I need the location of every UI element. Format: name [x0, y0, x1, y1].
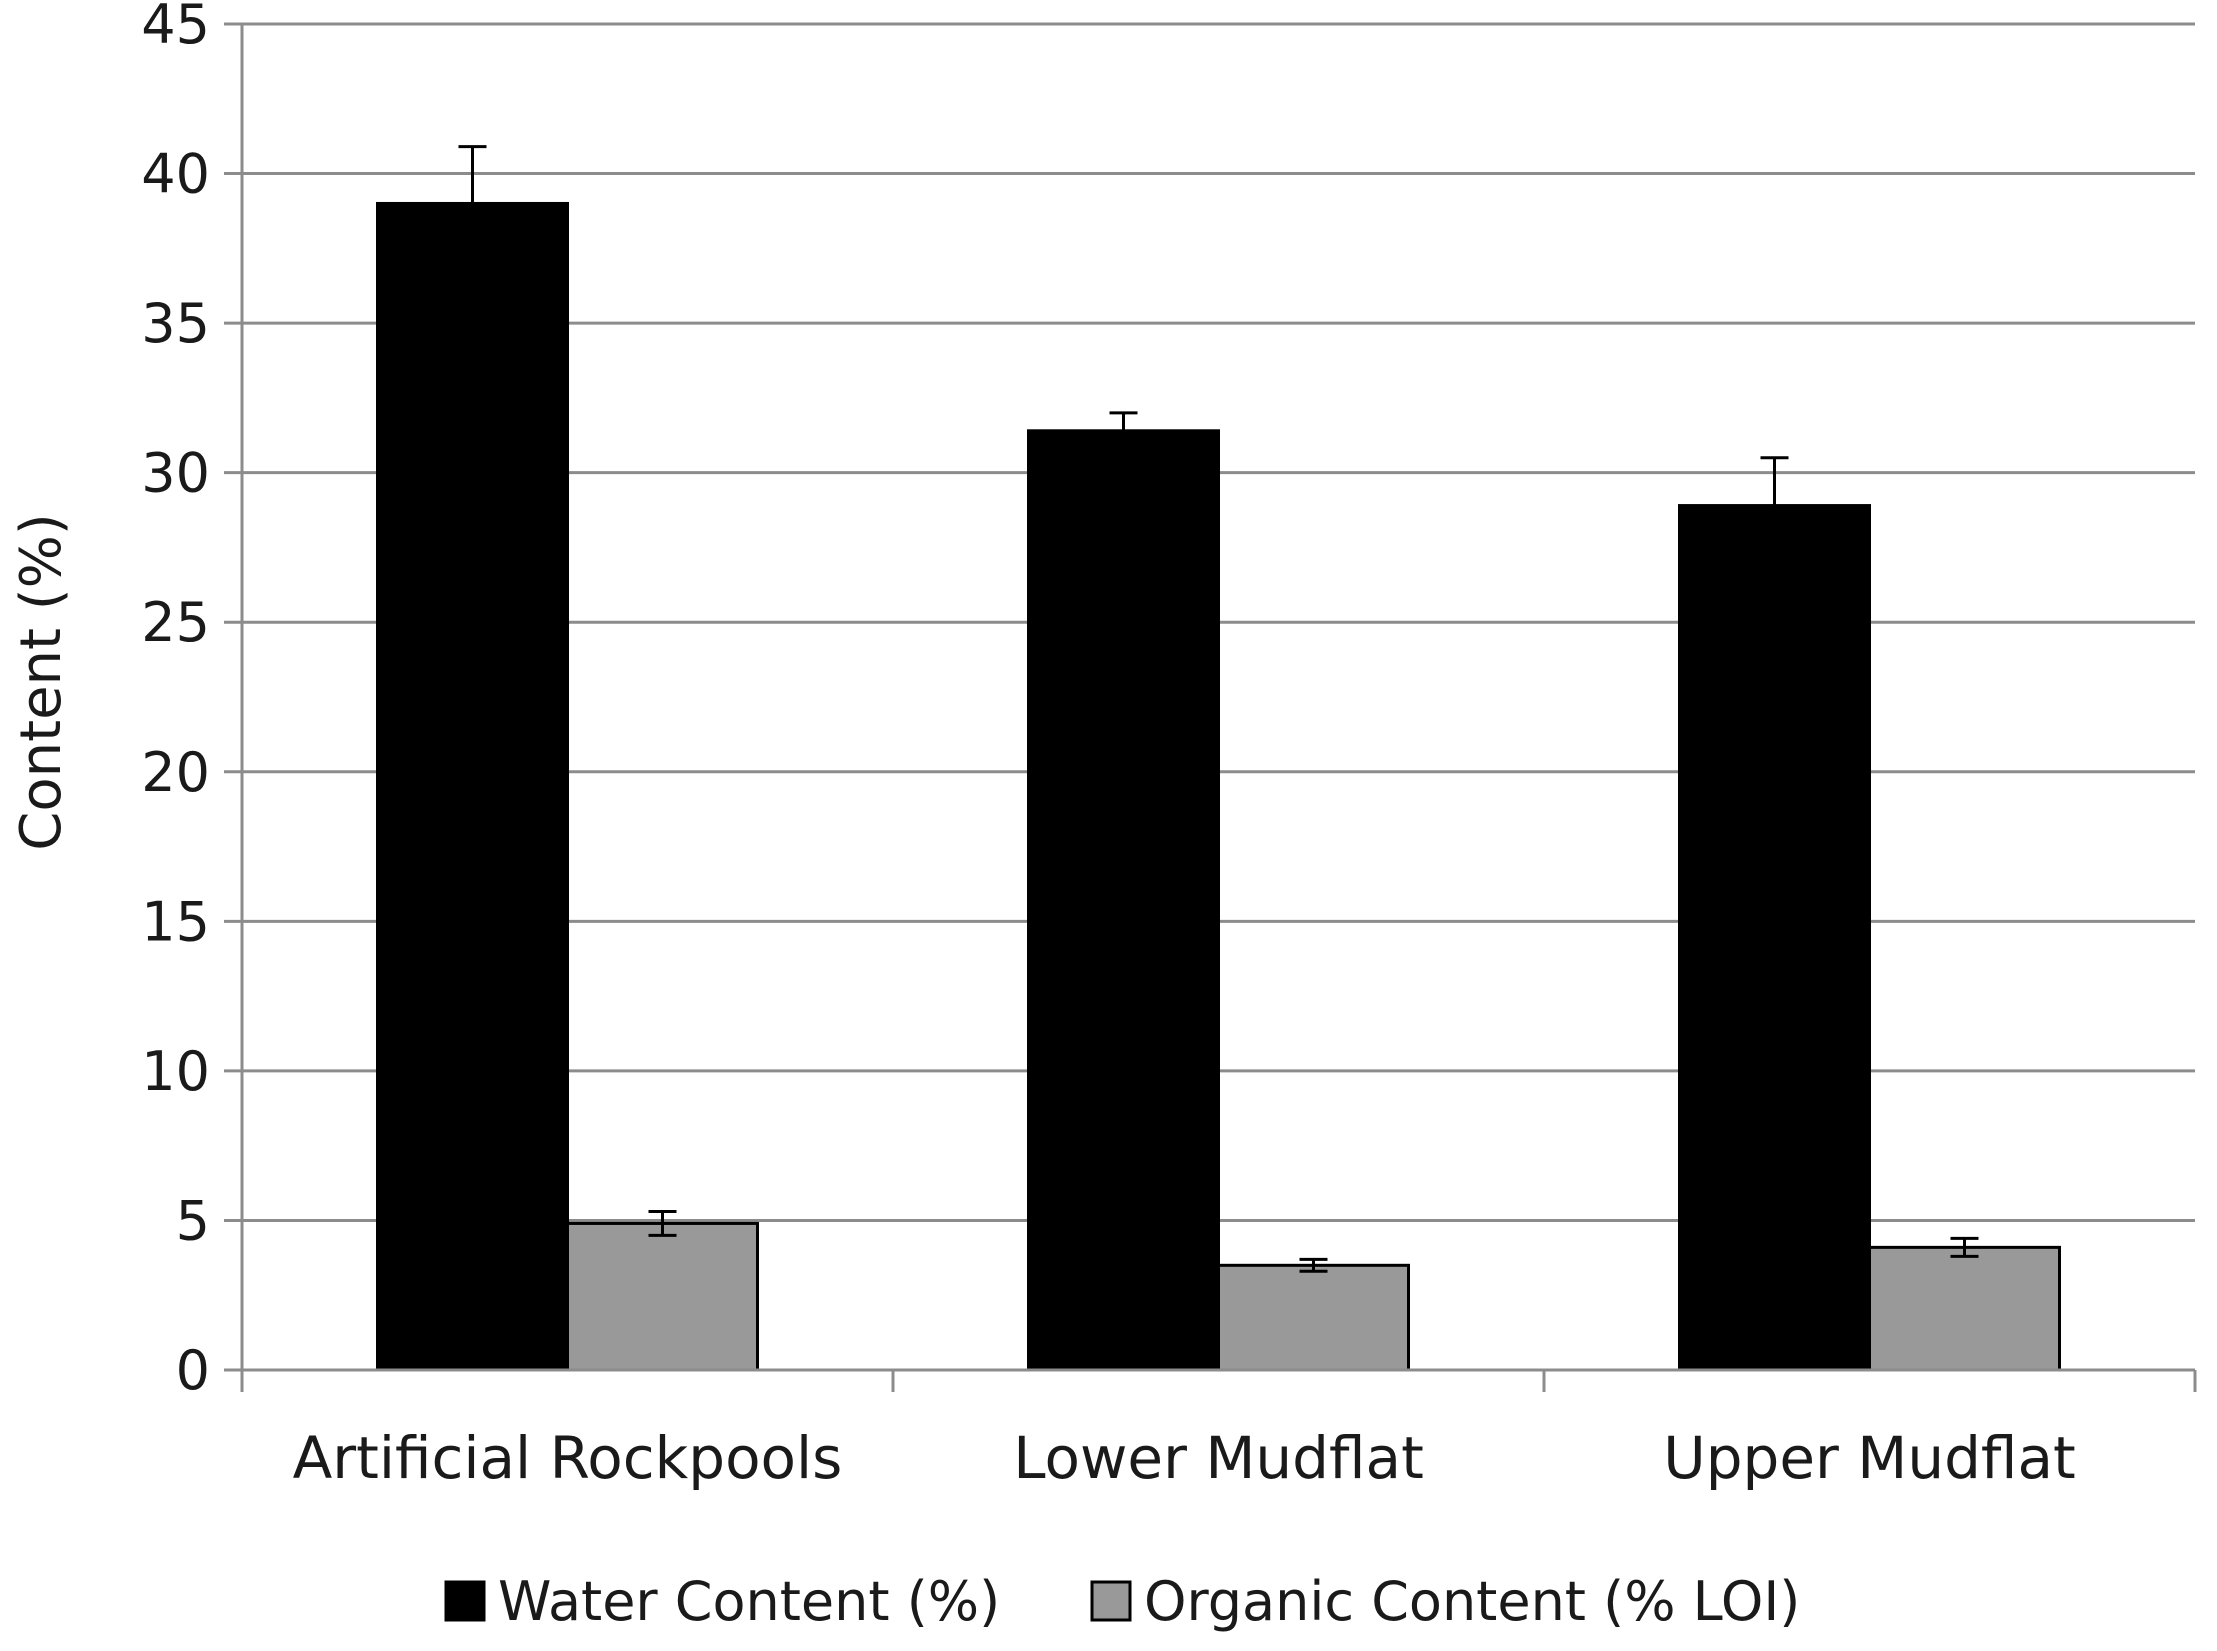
- water-content-bar: [376, 201, 569, 1372]
- error-bar: [1950, 1236, 1979, 1258]
- legend: Water Content (%) Organic Content (% LOI): [444, 1570, 1800, 1633]
- y-tick-label: 20: [141, 741, 210, 804]
- y-tick-label: 30: [141, 442, 210, 505]
- axes: [224, 22, 2197, 1392]
- error-bar: [1760, 456, 1789, 555]
- legend-item-water-content: Water Content (%): [444, 1570, 1000, 1633]
- y-tick-label: 15: [141, 890, 210, 953]
- organic-content-bar: [566, 1221, 759, 1372]
- y-tick-label: 40: [141, 143, 210, 206]
- x-tick-label: Artificial Rockpools: [293, 1424, 843, 1492]
- y-tick-label: 25: [141, 591, 210, 654]
- y-tick-label: 10: [141, 1040, 210, 1103]
- legend-swatch: [444, 1580, 486, 1622]
- x-tick-label: Upper Mudflat: [1663, 1424, 2076, 1492]
- y-tick-labels: 0 5 10 15 20 25 30 35 40 45: [141, 0, 210, 1402]
- organic-content-bar: [1217, 1263, 1410, 1372]
- error-bar: [1109, 411, 1138, 451]
- water-content-bar: [1027, 429, 1220, 1372]
- y-tick-label: 45: [141, 0, 210, 56]
- organic-content-bar: [1868, 1245, 2061, 1372]
- y-tick-label: 0: [176, 1339, 210, 1402]
- error-bar: [1299, 1257, 1328, 1273]
- x-tick-label: Lower Mudflat: [1013, 1424, 1424, 1492]
- legend-item-organic-content: Organic Content (% LOI): [1090, 1570, 1800, 1633]
- y-axis-label: Content (%): [9, 513, 74, 850]
- y-tick-label: 5: [176, 1189, 210, 1252]
- legend-label: Water Content (%): [498, 1570, 1000, 1633]
- error-bar: [458, 145, 487, 262]
- y-tick-label: 35: [141, 292, 210, 355]
- bars: [376, 145, 2061, 1372]
- x-tick-labels: Artificial Rockpools Lower Mudflat Upper M…: [293, 1424, 2076, 1492]
- water-content-bar: [1678, 504, 1871, 1372]
- legend-label: Organic Content (% LOI): [1144, 1570, 1800, 1633]
- error-bar: [648, 1209, 677, 1237]
- legend-swatch: [1090, 1580, 1132, 1622]
